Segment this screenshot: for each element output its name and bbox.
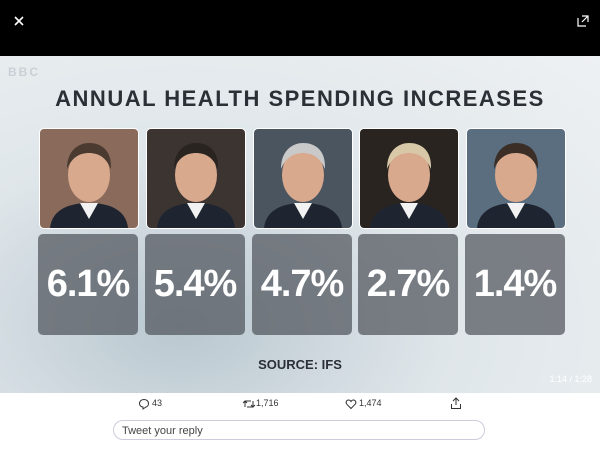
value-box: 1.4% [465,234,565,335]
logo: BBC [8,65,40,79]
portrait [146,128,246,229]
like-count: 1,474 [359,398,382,408]
portrait-figure [264,143,342,228]
retweet-icon[interactable] [242,398,256,410]
retweet-count: 1,716 [256,398,279,408]
portrait [359,128,459,229]
value-box: 6.1% [38,234,138,335]
portrait-figure [50,143,128,228]
top-bar [0,0,600,56]
time-display: 1:14 / 1:28 [549,374,592,384]
portrait [39,128,139,229]
portrait-figure [477,143,555,228]
portrait-figure [157,143,235,228]
value-box: 2.7% [358,234,458,335]
reply-input[interactable]: Tweet your reply [113,420,485,440]
portrait [253,128,353,229]
pip-button[interactable] [576,14,590,28]
reply-icon[interactable] [138,398,150,410]
graphic-title: ANNUAL HEALTH SPENDING INCREASES [55,86,545,111]
value-box: 4.7% [252,234,352,335]
source: SOURCE: IFS [258,357,342,372]
like-icon[interactable] [345,398,357,410]
close-button[interactable] [12,14,26,28]
video[interactable]: BBC ANNUAL HEALTH SPENDING INCREASES 6.1… [0,56,600,393]
share-icon[interactable] [450,397,462,410]
portrait-figure [370,143,448,228]
value-box: 5.4% [145,234,245,335]
reply-count: 43 [152,398,163,408]
portrait [466,128,566,229]
